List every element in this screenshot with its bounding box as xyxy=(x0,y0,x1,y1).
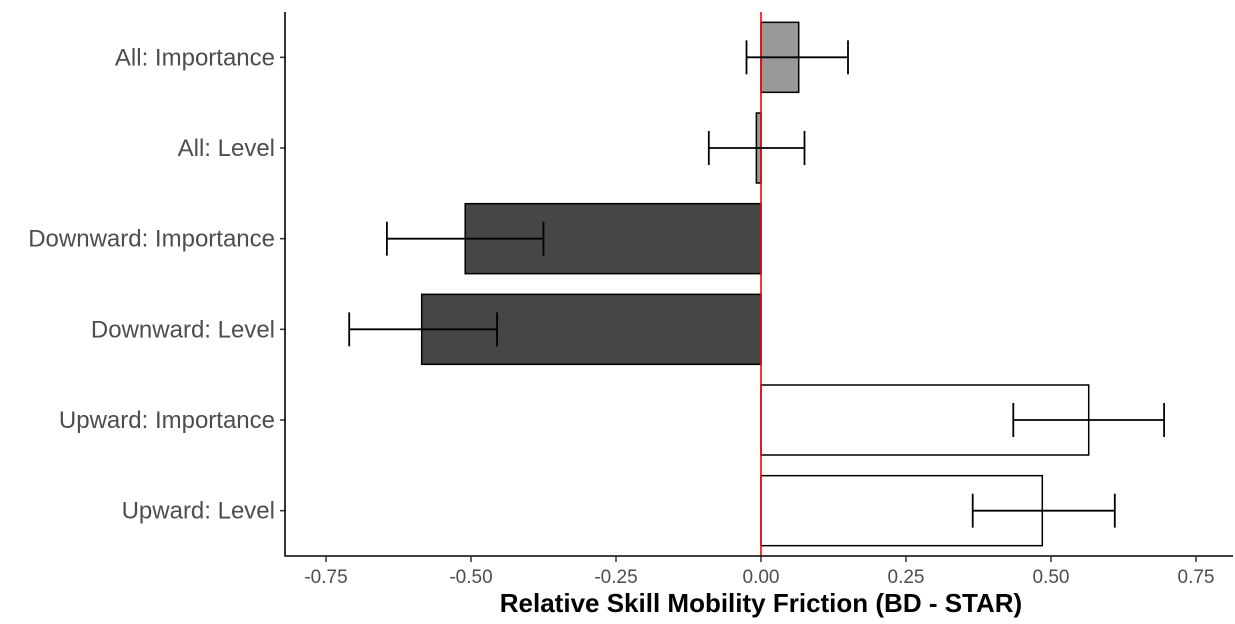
axes-layer xyxy=(280,12,1233,562)
error-bar-5 xyxy=(971,493,1116,528)
error-bar-1 xyxy=(707,131,806,165)
y-tick-label: Upward: Level xyxy=(122,498,275,525)
error-bar-2 xyxy=(385,221,545,256)
x-tick-label: 0.50 xyxy=(1033,567,1070,588)
x-tick-label: 0.25 xyxy=(888,567,925,588)
y-tick-label: Upward: Importance xyxy=(59,407,275,434)
y-tick-label: Downward: Importance xyxy=(28,226,275,253)
error-bar-4 xyxy=(1012,403,1165,437)
x-tick-label: 0.00 xyxy=(743,567,780,588)
x-tick-label: -0.75 xyxy=(304,567,347,588)
x-tick-label: 0.75 xyxy=(1178,567,1215,588)
x-axis-title: Relative Skill Mobility Friction (BD - S… xyxy=(500,588,1022,618)
error-bars-layer xyxy=(348,40,1165,528)
bars-layer xyxy=(420,21,1090,547)
error-bar-3 xyxy=(348,312,499,347)
y-tick-label: All: Importance xyxy=(115,44,275,71)
labels-layer: All: Importance All: Level Downward: Impor… xyxy=(28,44,1214,588)
x-tick-label: -0.50 xyxy=(449,567,492,588)
x-tick-label: -0.25 xyxy=(594,567,637,588)
y-tick-label: All: Level xyxy=(178,135,275,162)
y-tick-label: Downward: Level xyxy=(91,316,275,343)
error-bar-0 xyxy=(745,40,849,75)
